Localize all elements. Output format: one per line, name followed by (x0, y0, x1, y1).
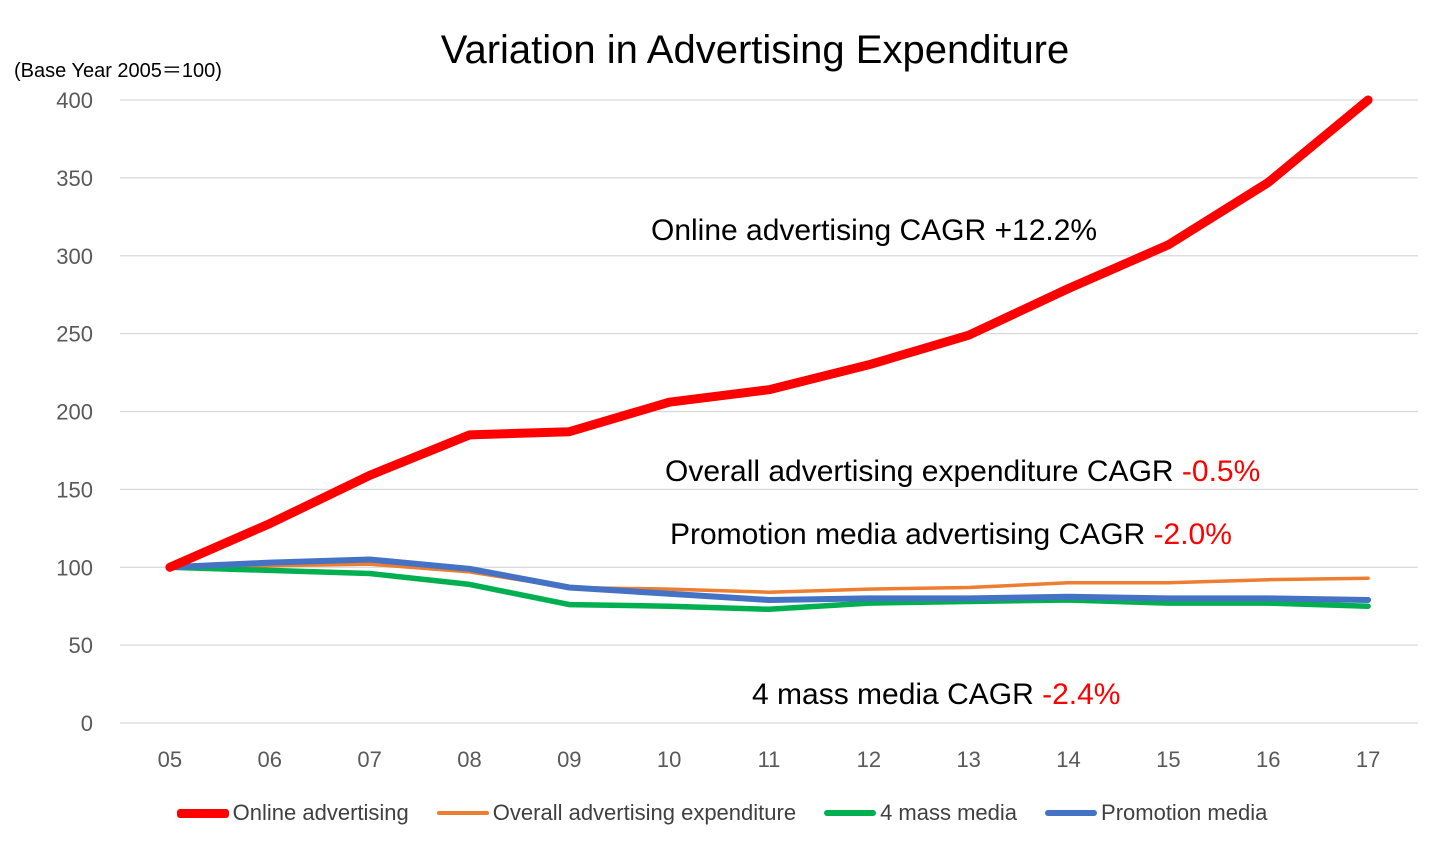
series-line-promotion-media (166, 556, 1372, 603)
y-axis-base-note: (Base Year 2005＝100) (14, 60, 222, 82)
y-tick-label: 50 (69, 633, 93, 658)
annotation-promotion-label: Promotion media advertising CAGR (670, 518, 1154, 551)
x-tick-label: 17 (1356, 747, 1380, 772)
annotation-overall-label: Overall advertising expenditure CAGR (665, 455, 1182, 488)
y-tick-label: 300 (56, 244, 93, 269)
y-tick-label: 400 (56, 88, 93, 113)
y-tick-labels: 0 50 100 150 200 250 300 350 400 (56, 88, 93, 736)
x-tick-labels: 05 06 07 08 09 10 11 12 13 14 15 16 17 (158, 747, 1381, 772)
annotation-mass-value: -2.4% (1042, 678, 1121, 711)
x-tick-label: 12 (857, 747, 881, 772)
legend-swatch (436, 811, 489, 815)
legend-item: Online advertising (176, 800, 409, 826)
chart-title: Variation in Advertising Expenditure (440, 28, 1070, 72)
x-tick-label: 11 (758, 747, 781, 772)
series-line-overall-advertising-expenditure (168, 562, 1370, 594)
annotation-online-value: +12.2% (994, 214, 1098, 247)
x-tick-label: 07 (357, 747, 381, 772)
legend-item: Overall advertising expenditure (436, 800, 797, 826)
annotation-overall: Overall advertising expenditure CAGR -0.… (665, 455, 1260, 489)
x-tick-label: 16 (1256, 747, 1280, 772)
annotation-mass-label: 4 mass media CAGR (752, 678, 1043, 711)
annotation-online-label: Online advertising CAGR (651, 214, 995, 247)
x-tick-label: 14 (1056, 747, 1080, 772)
annotation-overall-value: -0.5% (1181, 455, 1261, 488)
y-tick-label: 0 (81, 711, 93, 736)
legend-label: Online advertising (232, 800, 409, 825)
x-tick-label: 09 (557, 747, 581, 772)
gridlines (120, 99, 1418, 724)
series-line-online-advertising (165, 95, 1373, 572)
legend-label: Overall advertising expenditure (492, 800, 797, 825)
legend-label: 4 mass media (880, 800, 1018, 825)
y-tick-label: 150 (56, 477, 93, 502)
y-tick-label: 200 (56, 400, 93, 425)
legend-swatch (824, 810, 877, 816)
legend-swatch (176, 808, 229, 818)
x-tick-label: 06 (258, 747, 282, 772)
legend-item: Promotion media (1045, 800, 1267, 826)
x-tick-label: 15 (1156, 747, 1180, 772)
annotation-promotion: Promotion media advertising CAGR -2.0% (670, 518, 1232, 552)
y-tick-label: 350 (56, 166, 93, 191)
y-tick-label: 250 (56, 322, 93, 347)
x-tick-label: 05 (158, 747, 182, 772)
x-tick-label: 08 (457, 747, 481, 772)
series-line-4-mass-media (167, 564, 1371, 613)
y-tick-label: 100 (56, 555, 93, 580)
legend: Online advertising Overall advertising ex… (0, 800, 1444, 826)
annotation-mass-media: 4 mass media CAGR -2.4% (752, 678, 1120, 712)
x-tick-label: 13 (956, 747, 980, 772)
legend-label: Promotion media (1101, 800, 1268, 825)
annotation-promotion-value: -2.0% (1153, 518, 1232, 551)
annotation-online: Online advertising CAGR +12.2% (651, 214, 1097, 248)
series-lines (165, 95, 1373, 613)
x-tick-label: 10 (657, 747, 681, 772)
legend-swatch (1045, 810, 1098, 816)
legend-item: 4 mass media (824, 800, 1017, 826)
